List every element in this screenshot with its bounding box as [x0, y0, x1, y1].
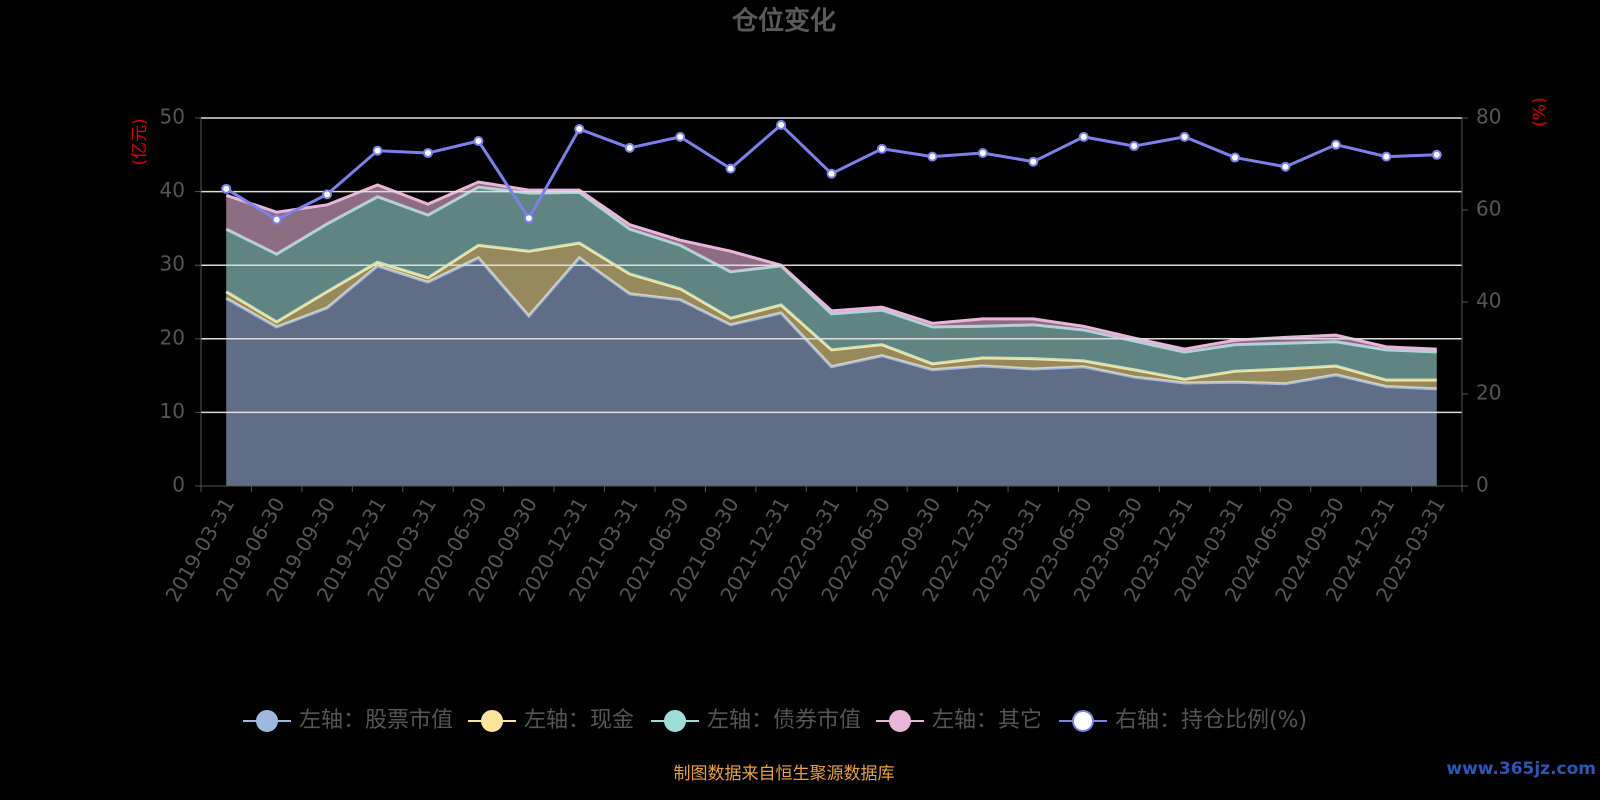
point: [1230, 152, 1241, 163]
y2-tick-label: 0: [1476, 473, 1489, 497]
watermark: www.365jz.com: [1446, 759, 1596, 779]
area-line: [225, 180, 1437, 351]
point: [1028, 156, 1039, 167]
y2-axis-label: (%): [1530, 97, 1550, 126]
source-note: 制图数据来自恒生聚源数据库: [674, 764, 895, 784]
y-tick-label: 0: [172, 473, 185, 497]
point: [927, 151, 938, 162]
point: [1179, 131, 1190, 142]
point: [1129, 141, 1140, 152]
legend-label: 左轴：其它: [932, 708, 1042, 733]
point: [473, 136, 484, 146]
y-tick-label: 20: [160, 325, 185, 349]
area: [226, 257, 1437, 486]
point: [422, 147, 433, 158]
point: [1078, 131, 1089, 142]
point: [523, 213, 534, 224]
legend-label: 左轴：现金: [524, 708, 634, 733]
area: [226, 182, 1437, 353]
point: [1431, 149, 1442, 160]
point: [977, 147, 988, 158]
legend-item[interactable]: 左轴：股票市值: [243, 708, 453, 733]
legend-item[interactable]: 右轴：持仓比例(%): [1059, 708, 1307, 733]
point: [1330, 139, 1341, 150]
legend-label: 左轴：债券市值: [707, 708, 861, 733]
legend-item[interactable]: 左轴：其它: [876, 708, 1042, 733]
legend-item[interactable]: 左轴：现金: [468, 708, 634, 733]
plot-area: [225, 180, 1437, 486]
legend-item[interactable]: 左轴：债券市值: [651, 708, 861, 733]
area: [226, 187, 1437, 381]
point: [675, 131, 686, 142]
y-tick-label: 50: [160, 105, 185, 129]
point: [776, 119, 787, 130]
y2-tick-label: 40: [1476, 289, 1501, 313]
point: [271, 214, 282, 225]
y-axis-label: (亿元): [130, 118, 150, 165]
legend-symbol: [481, 710, 503, 732]
overlay: [201, 117, 1462, 414]
y-tick-label: 40: [160, 178, 185, 202]
point: [725, 163, 736, 174]
point: [322, 189, 333, 200]
y2-tick-label: 60: [1476, 197, 1501, 221]
point: [826, 168, 837, 179]
point: [624, 142, 635, 153]
chart-title: 仓位变化: [731, 6, 836, 37]
area: [226, 243, 1437, 389]
y-tick-label: 30: [160, 252, 185, 276]
legend-symbol: [256, 710, 278, 732]
legend-symbol: [889, 710, 911, 732]
point: [1280, 161, 1291, 172]
point: [574, 124, 585, 135]
y-tick-label: 10: [160, 399, 185, 423]
point: [876, 143, 887, 154]
point: [1381, 151, 1392, 162]
legend-symbol: [664, 710, 686, 732]
legend-label: 左轴：股票市值: [299, 708, 453, 733]
point: [221, 183, 232, 194]
y2-tick-label: 20: [1476, 381, 1501, 405]
point: [372, 145, 383, 156]
y2-tick-label: 80: [1476, 105, 1501, 129]
legend-label: 右轴：持仓比例(%): [1115, 708, 1307, 733]
legend-symbol: [1072, 710, 1094, 732]
